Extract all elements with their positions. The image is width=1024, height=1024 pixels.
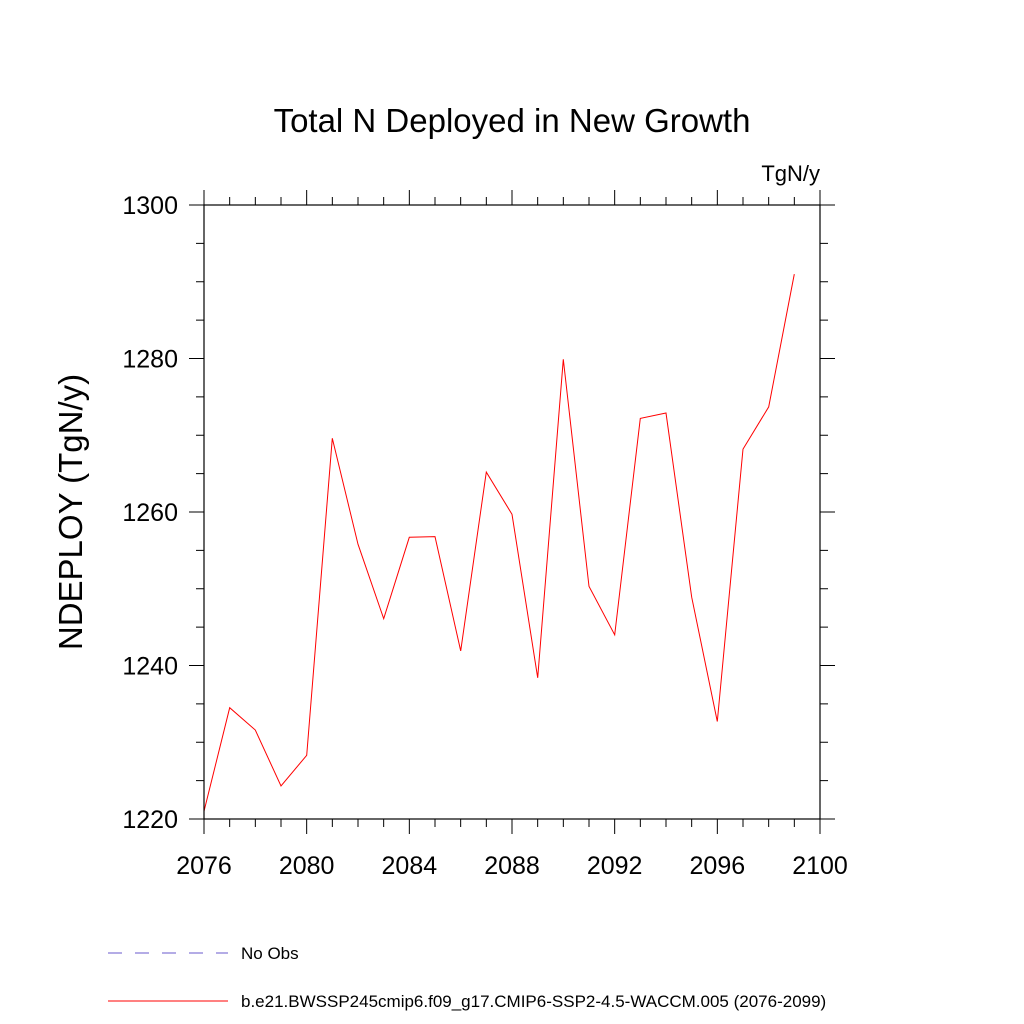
- y-tick-label: 1220: [122, 806, 178, 834]
- chart-title: Total N Deployed in New Growth: [274, 102, 751, 139]
- series-lines: [203, 274, 795, 812]
- units-label: TgN/y: [761, 161, 820, 186]
- legend: No Obs b.e21.BWSSP245cmip6.f09_g17.CMIP6…: [108, 944, 826, 1011]
- x-tick-label: 2076: [176, 852, 232, 880]
- series-line: [203, 274, 795, 812]
- x-tick-label: 2080: [279, 852, 335, 880]
- x-tick-label: 2100: [792, 852, 848, 880]
- tick-labels: 2076 2080 2084 2088 2092 2096 2100 1220 1240 1260…: [122, 192, 847, 880]
- y-axis-label: NDEPLOY (TgN/y): [52, 374, 89, 650]
- x-tick-label: 2088: [484, 852, 540, 880]
- x-tick-label: 2096: [690, 852, 746, 880]
- legend-label-model-run: b.e21.BWSSP245cmip6.f09_g17.CMIP6-SSP2-4…: [241, 992, 826, 1011]
- axis-ticks: [189, 190, 835, 834]
- y-tick-label: 1240: [122, 653, 178, 681]
- y-tick-label: 1300: [122, 192, 178, 220]
- x-tick-label: 2084: [382, 852, 438, 880]
- legend-label-no-obs: No Obs: [241, 944, 299, 963]
- x-tick-label: 2092: [587, 852, 643, 880]
- y-tick-label: 1260: [122, 499, 178, 527]
- plot-frame: [203, 204, 821, 820]
- y-tick-label: 1280: [122, 346, 178, 374]
